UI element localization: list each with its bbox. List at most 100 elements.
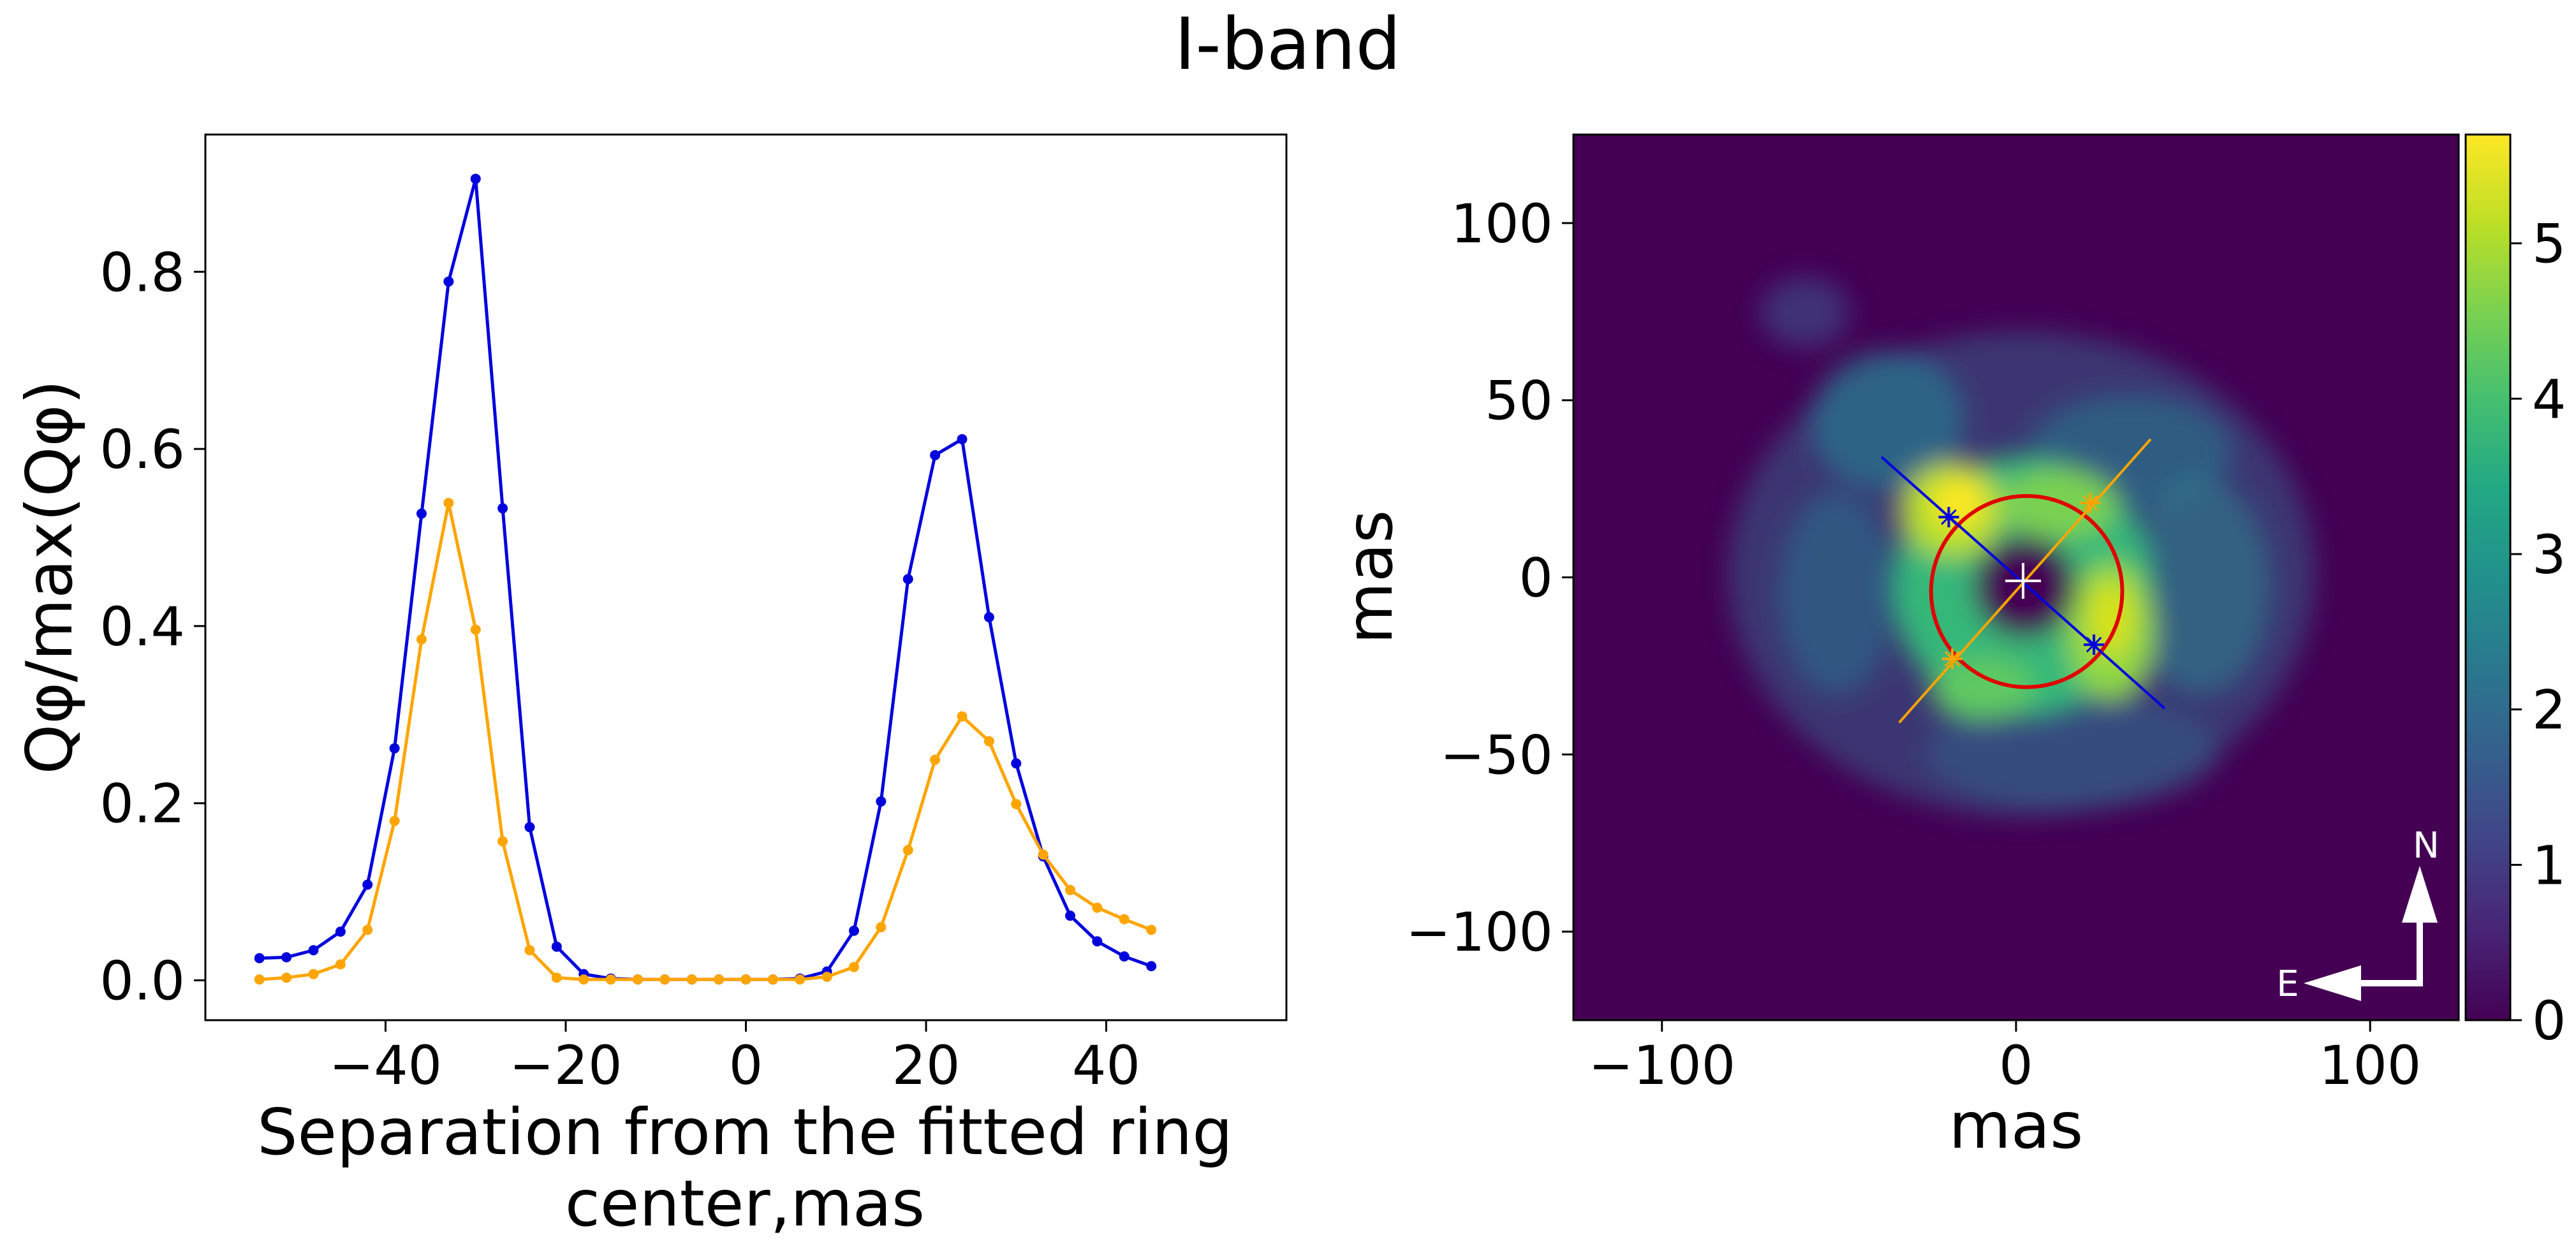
right-ylabel: mas	[1332, 510, 1407, 645]
compass-east-label: E	[2276, 963, 2299, 1005]
compass-north-label: N	[2413, 825, 2440, 867]
left-xlabel-line1: Separation from the fitted ring	[257, 1095, 1233, 1169]
right-y-ticks: 100 50 0 −50 −100	[1406, 193, 1573, 963]
left-series	[254, 173, 1157, 985]
series-point-orange	[389, 816, 400, 826]
series-point-blue	[1119, 951, 1130, 962]
series-point-orange	[983, 736, 994, 747]
series-point-blue	[497, 503, 508, 514]
series-point-orange	[524, 945, 535, 956]
series-point-blue	[308, 945, 319, 956]
series-point-blue	[876, 796, 887, 807]
series-point-orange	[443, 497, 454, 508]
series-point-orange	[254, 974, 265, 985]
series-point-orange	[1146, 925, 1157, 935]
left-ytick-label: 0.6	[99, 418, 185, 481]
series-line-orange	[259, 501, 1152, 981]
series-point-orange	[849, 962, 859, 972]
series-point-orange	[714, 974, 725, 985]
series-point-orange	[1065, 884, 1075, 895]
series-point-blue	[524, 822, 535, 833]
series-point-blue	[902, 574, 913, 585]
series-point-blue	[1146, 961, 1157, 972]
center-cross	[2005, 563, 2042, 599]
series-point-blue	[930, 450, 941, 460]
colorbar-tick-label: 3	[2532, 523, 2566, 586]
colorbar-tick-label: 4	[2532, 368, 2566, 430]
series-point-orange	[876, 922, 887, 933]
colorbar-tick-label: 0	[2532, 990, 2566, 1052]
left-xtick-label: 40	[1072, 1034, 1140, 1097]
series-point-blue	[1011, 758, 1022, 769]
series-point-orange	[362, 925, 373, 935]
series-point-blue	[1065, 911, 1075, 921]
series-point-orange	[795, 974, 806, 985]
series-point-orange	[821, 971, 832, 982]
series-point-orange	[740, 974, 751, 985]
series-point-orange	[686, 974, 697, 985]
series-point-orange	[470, 624, 481, 635]
series-point-orange	[308, 969, 319, 979]
series-point-orange	[1092, 902, 1103, 913]
series-point-blue	[281, 952, 292, 963]
left-xtick-label: 0	[729, 1034, 763, 1097]
orange-marker-2	[1942, 648, 1963, 669]
left-ytick-label: 0.8	[99, 241, 185, 304]
line-plot: −40 −20 0 20 40 0.0 0.2 0.4 0.6 0.8 Separation f…	[12, 133, 1288, 1241]
left-xtick-label: −40	[329, 1034, 442, 1097]
left-ytick-label: 0.4	[99, 596, 185, 658]
colorbar-tick-label: 5	[2532, 213, 2566, 275]
series-point-blue	[443, 276, 454, 287]
series-point-blue	[362, 879, 373, 890]
colorbar-ticks: 0 1 2 3 4 5	[2510, 213, 2566, 1052]
series-point-blue	[254, 953, 265, 963]
figure-title: I-band	[1174, 3, 1401, 86]
series-point-blue	[335, 926, 346, 937]
series-point-orange	[1011, 799, 1022, 810]
series-point-orange	[659, 974, 670, 985]
right-xtick-label: −100	[1588, 1034, 1735, 1097]
left-xlabel-line2: center,mas	[565, 1166, 925, 1241]
blue-marker-2	[2084, 634, 2105, 655]
compass-north-arrowhead	[2402, 866, 2438, 923]
left-ytick-label: 0.0	[99, 949, 185, 1012]
colorbar-tick-label: 1	[2532, 834, 2566, 896]
orange-marker-1	[2080, 492, 2101, 513]
series-point-blue	[983, 612, 994, 623]
left-y-ticks: 0.0 0.2 0.4 0.6 0.8	[99, 241, 205, 1012]
series-point-orange	[578, 974, 589, 985]
right-xlabel: mas	[1949, 1088, 2084, 1163]
series-point-orange	[633, 974, 643, 985]
series-point-blue	[389, 743, 400, 754]
colorbar: 0 1 2 3 4 5	[2464, 133, 2566, 1052]
series-line-blue	[259, 177, 1152, 981]
colorbar-gradient	[2464, 133, 2512, 1021]
blue-marker-1	[1938, 507, 1959, 528]
series-point-blue	[849, 925, 859, 936]
series-point-blue	[416, 508, 427, 519]
right-xtick-label: 100	[2319, 1034, 2421, 1097]
left-xtick-label: 20	[892, 1034, 960, 1097]
series-point-orange	[1119, 914, 1130, 925]
series-point-orange	[902, 845, 913, 856]
series-point-orange	[930, 754, 941, 765]
colorbar-tick-label: 2	[2532, 679, 2566, 742]
series-point-orange	[605, 974, 616, 985]
series-point-orange	[957, 711, 968, 722]
series-point-orange	[497, 836, 508, 847]
fitted-ring	[1929, 494, 2124, 689]
image-map: −100 0 100 100 50 0 −50 −100 mas mas N E	[1332, 133, 2460, 1163]
right-ytick-label: 100	[1451, 193, 1553, 255]
image-overlay	[1880, 438, 2166, 724]
series-point-blue	[1092, 936, 1103, 947]
series-point-blue	[551, 941, 562, 952]
series-point-orange	[767, 974, 778, 985]
right-ytick-label: 0	[1519, 547, 1553, 610]
series-point-blue	[957, 434, 968, 444]
series-point-blue	[470, 173, 481, 184]
left-xtick-label: −20	[509, 1034, 622, 1097]
right-ytick-label: 50	[1485, 370, 1553, 432]
series-point-orange	[335, 959, 346, 970]
right-xtick-label: 0	[1999, 1034, 2033, 1097]
